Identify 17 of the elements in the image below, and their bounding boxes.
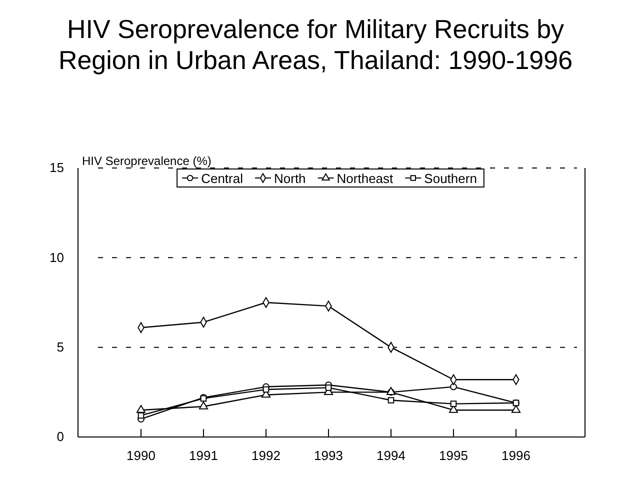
legend-label: North <box>274 171 306 186</box>
y-tick-label: 15 <box>50 160 64 176</box>
y-axis-title: HIV Seroprevalence (%) <box>82 154 212 168</box>
legend-label: Northeast <box>336 171 394 186</box>
x-tick-label: 1992 <box>252 448 280 464</box>
x-tick-label: 1990 <box>126 448 156 464</box>
y-tick-label: 10 <box>50 250 64 265</box>
x-tick-label: 1993 <box>314 448 343 464</box>
chart-title: HIV Seroprevalence for Military Recruits by Region in Urban Areas, Thailand: 1990-1996 <box>58 14 573 75</box>
y-tick-label: 5 <box>56 339 64 354</box>
y-tick-label: 0 <box>56 429 64 444</box>
x-tick-label: 1995 <box>439 448 468 464</box>
legend-label: Southern <box>424 171 477 186</box>
x-tick-label: 1994 <box>376 448 406 464</box>
x-tick-label: 1996 <box>502 448 530 464</box>
legend-label: Central <box>201 171 244 186</box>
x-tick-label: 1991 <box>189 448 218 464</box>
